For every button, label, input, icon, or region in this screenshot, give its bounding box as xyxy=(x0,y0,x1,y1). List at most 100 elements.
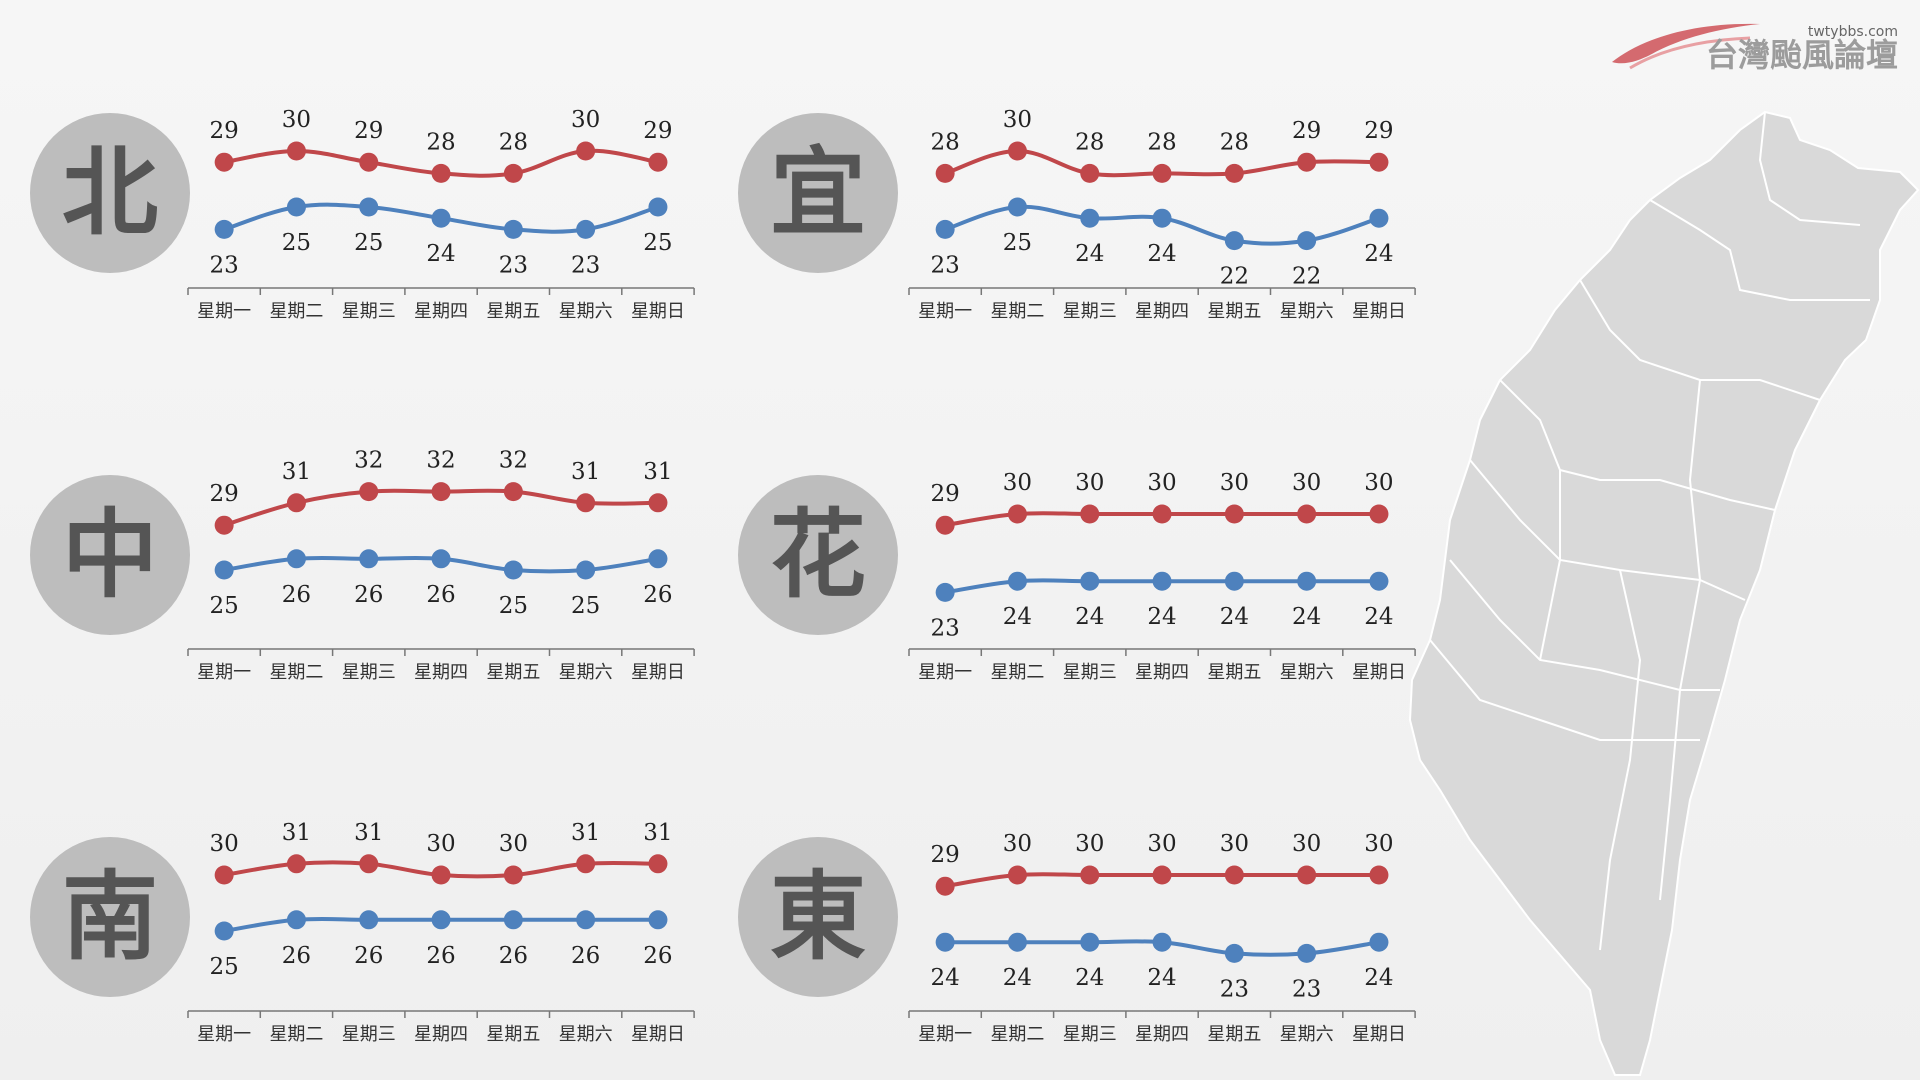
low-temp-point xyxy=(576,910,596,930)
region-badge xyxy=(30,837,190,997)
high-temp-label: 31 xyxy=(282,820,311,846)
high-temp-point xyxy=(359,152,379,172)
high-temp-point xyxy=(1369,504,1389,524)
low-temp-point xyxy=(286,197,306,217)
low-temp-point xyxy=(431,910,451,930)
region-label: 南 xyxy=(62,861,158,973)
high-temp-point xyxy=(1297,152,1317,172)
x-tick-label: 星期六 xyxy=(559,301,613,322)
high-temp-point xyxy=(648,493,668,513)
high-temp-point xyxy=(1297,865,1317,885)
low-temp-label: 23 xyxy=(1292,976,1321,1002)
high-temp-label: 32 xyxy=(499,448,528,474)
high-temp-point xyxy=(648,854,668,874)
low-temp-point xyxy=(935,219,955,239)
low-temp-label: 24 xyxy=(1364,965,1393,991)
high-temp-point xyxy=(1369,152,1389,172)
high-temp-label: 28 xyxy=(1075,129,1104,155)
low-temp-label: 26 xyxy=(282,943,311,969)
high-temp-point xyxy=(431,865,451,885)
x-tick-label: 星期日 xyxy=(631,301,685,322)
low-temp-label: 24 xyxy=(1147,241,1176,267)
x-tick-label: 星期五 xyxy=(486,1024,540,1045)
high-temp-point xyxy=(503,865,523,885)
high-temp-label: 30 xyxy=(1220,831,1249,857)
x-tick-label: 星期五 xyxy=(1207,301,1261,322)
high-temp-point xyxy=(503,163,523,183)
low-temp-point xyxy=(214,921,234,941)
region-badge xyxy=(30,475,190,635)
high-temp-label: 31 xyxy=(571,820,600,846)
region-badge xyxy=(738,837,898,997)
high-temp-point xyxy=(1224,504,1244,524)
region-label: 中 xyxy=(62,499,158,611)
high-temp-label: 32 xyxy=(426,448,455,474)
high-temp-label: 30 xyxy=(499,831,528,857)
low-temp-label: 25 xyxy=(1003,230,1032,256)
high-temp-point xyxy=(1152,163,1172,183)
high-temp-label: 30 xyxy=(210,831,239,857)
high-temp-point xyxy=(1007,141,1027,161)
low-temp-point xyxy=(1297,571,1317,591)
high-temp-label: 30 xyxy=(1147,831,1176,857)
taiwan-map xyxy=(1408,110,1920,1076)
high-temp-label: 28 xyxy=(499,129,528,155)
low-temp-label: 24 xyxy=(1364,241,1393,267)
high-temp-label: 28 xyxy=(1220,129,1249,155)
x-tick-label: 星期三 xyxy=(1063,662,1117,683)
logo-site: twtybbs.com xyxy=(1808,24,1898,40)
low-temp-label: 23 xyxy=(1220,976,1249,1002)
high-temp-point xyxy=(1007,504,1027,524)
high-temp-point xyxy=(1224,865,1244,885)
site-logo: twtybbs.com 台灣颱風論壇 xyxy=(1612,23,1898,74)
low-temp-label: 24 xyxy=(1147,604,1176,630)
low-temp-label: 24 xyxy=(426,241,455,267)
x-tick-label: 星期六 xyxy=(559,1024,613,1045)
high-temp-point xyxy=(576,493,596,513)
high-temp-label: 30 xyxy=(1364,470,1393,496)
high-temp-label: 30 xyxy=(426,831,455,857)
low-temp-point xyxy=(1224,231,1244,251)
high-temp-point xyxy=(286,141,306,161)
low-temp-point xyxy=(1007,932,1027,952)
region-label: 花 xyxy=(770,499,866,611)
high-temp-point xyxy=(214,865,234,885)
x-tick-label: 星期四 xyxy=(414,301,468,322)
x-tick-label: 星期六 xyxy=(1280,301,1334,322)
low-temp-point xyxy=(1080,571,1100,591)
high-temp-label: 28 xyxy=(426,129,455,155)
low-temp-label: 25 xyxy=(282,230,311,256)
low-temp-label: 22 xyxy=(1220,264,1249,290)
x-tick-label: 星期二 xyxy=(990,1024,1044,1045)
low-temp-label: 26 xyxy=(643,582,672,608)
low-temp-point xyxy=(648,910,668,930)
high-temp-label: 29 xyxy=(643,118,672,144)
low-temp-point xyxy=(431,549,451,569)
high-temp-label: 31 xyxy=(643,820,672,846)
low-temp-label: 24 xyxy=(1292,604,1321,630)
low-temp-label: 26 xyxy=(282,582,311,608)
region-label: 北 xyxy=(62,137,158,249)
low-temp-point xyxy=(648,197,668,217)
low-temp-label: 26 xyxy=(354,582,383,608)
low-temp-label: 25 xyxy=(210,593,239,619)
high-temp-point xyxy=(1152,504,1172,524)
low-temp-point xyxy=(1080,932,1100,952)
low-temp-label: 24 xyxy=(1075,965,1104,991)
high-temp-point xyxy=(431,482,451,502)
x-tick-label: 星期一 xyxy=(918,662,972,683)
logo-swoosh-icon xyxy=(1612,23,1760,64)
high-temp-label: 29 xyxy=(354,118,383,144)
low-temp-label: 23 xyxy=(931,252,960,278)
high-temp-point xyxy=(214,152,234,172)
low-temp-point xyxy=(1007,571,1027,591)
high-temp-label: 29 xyxy=(1292,118,1321,144)
high-temp-label: 31 xyxy=(571,459,600,485)
x-tick-label: 星期三 xyxy=(342,1024,396,1045)
low-temp-label: 24 xyxy=(1220,604,1249,630)
high-temp-point xyxy=(1152,865,1172,885)
x-tick-label: 星期二 xyxy=(990,301,1044,322)
